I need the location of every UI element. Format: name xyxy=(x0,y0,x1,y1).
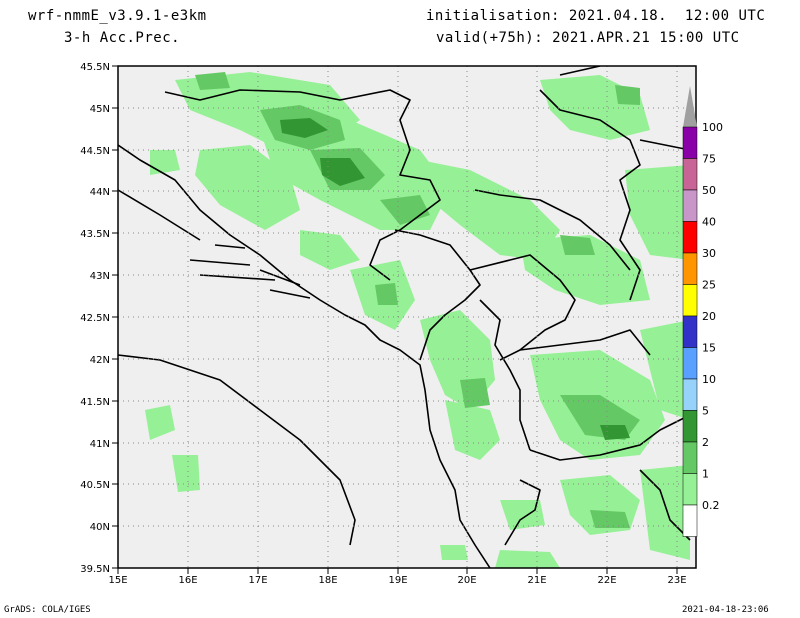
lat-label: 41.5N xyxy=(80,397,110,408)
legend-label: 10 xyxy=(702,373,716,386)
lat-label: 39.5N xyxy=(80,564,110,575)
plot-timestamp: 2021-04-18-23:06 xyxy=(682,605,769,615)
lon-label: 15E xyxy=(108,575,127,586)
legend-label: 20 xyxy=(702,310,716,323)
lon-label: 22E xyxy=(597,575,616,586)
model-title: wrf-nmmE_v3.9.1-e3km xyxy=(28,8,207,24)
lon-label: 23E xyxy=(667,575,686,586)
legend-swatch xyxy=(682,473,698,506)
grads-credit: GrADS: COLA/IGES xyxy=(4,605,91,615)
precip-fields xyxy=(145,72,690,568)
lat-label: 41N xyxy=(90,439,110,450)
legend-swatch xyxy=(682,252,698,285)
lat-label: 44.5N xyxy=(80,146,110,157)
lon-label: 21E xyxy=(527,575,546,586)
legend-label: 15 xyxy=(702,342,716,355)
field-title: 3-h Acc.Prec. xyxy=(64,30,181,46)
legend-swatch xyxy=(682,410,698,443)
legend-swatch xyxy=(682,504,698,537)
legend-label: 100 xyxy=(702,121,723,134)
legend-label: 25 xyxy=(702,279,716,292)
legend-label: 0.2 xyxy=(702,499,720,512)
legend-swatch xyxy=(682,315,698,348)
legend-swatch xyxy=(682,347,698,380)
legend-swatch xyxy=(682,158,698,191)
lat-label: 43.5N xyxy=(80,229,110,240)
lat-label: 40N xyxy=(90,522,110,533)
lon-label: 20E xyxy=(457,575,476,586)
lat-label: 44N xyxy=(90,187,110,198)
coastlines-borders xyxy=(118,66,691,568)
legend-swatch xyxy=(682,189,698,222)
legend-label: 2 xyxy=(702,436,709,449)
init-time: initialisation: 2021.04.18. 12:00 UTC xyxy=(426,8,766,24)
color-legend xyxy=(682,86,698,537)
legend-swatch xyxy=(682,221,698,254)
lat-label: 42.5N xyxy=(80,313,110,324)
legend-tip xyxy=(683,86,697,127)
lat-label: 43N xyxy=(90,271,110,282)
lat-label: 45.5N xyxy=(80,62,110,73)
valid-time: valid(+75h): 2021.APR.21 15:00 UTC xyxy=(436,30,740,46)
legend-label: 5 xyxy=(702,405,709,418)
lat-label: 42N xyxy=(90,355,110,366)
lat-label: 40.5N xyxy=(80,480,110,491)
legend-label: 75 xyxy=(702,153,716,166)
lon-labels: 15E 16E 17E 18E 19E 20E 21E 22E 23E xyxy=(108,575,686,586)
legend-swatch xyxy=(682,441,698,474)
graticule xyxy=(118,66,696,568)
legend-label: 1 xyxy=(702,468,709,481)
legend-swatch xyxy=(682,126,698,159)
axis-ticks xyxy=(112,65,678,574)
lon-label: 18E xyxy=(318,575,337,586)
legend-swatch xyxy=(682,284,698,317)
lon-label: 17E xyxy=(248,575,267,586)
legend-label: 50 xyxy=(702,184,716,197)
lon-label: 16E xyxy=(178,575,197,586)
lon-label: 19E xyxy=(388,575,407,586)
legend-labels: 100 75 50 40 30 25 20 15 10 5 2 1 0.2 xyxy=(702,121,723,512)
legend-label: 30 xyxy=(702,247,716,260)
lat-labels: 45.5N 45N 44.5N 44N 43.5N 43N 42.5N 42N … xyxy=(80,62,110,575)
lat-label: 45N xyxy=(90,104,110,115)
legend-label: 40 xyxy=(702,216,716,229)
legend-swatch xyxy=(682,378,698,411)
